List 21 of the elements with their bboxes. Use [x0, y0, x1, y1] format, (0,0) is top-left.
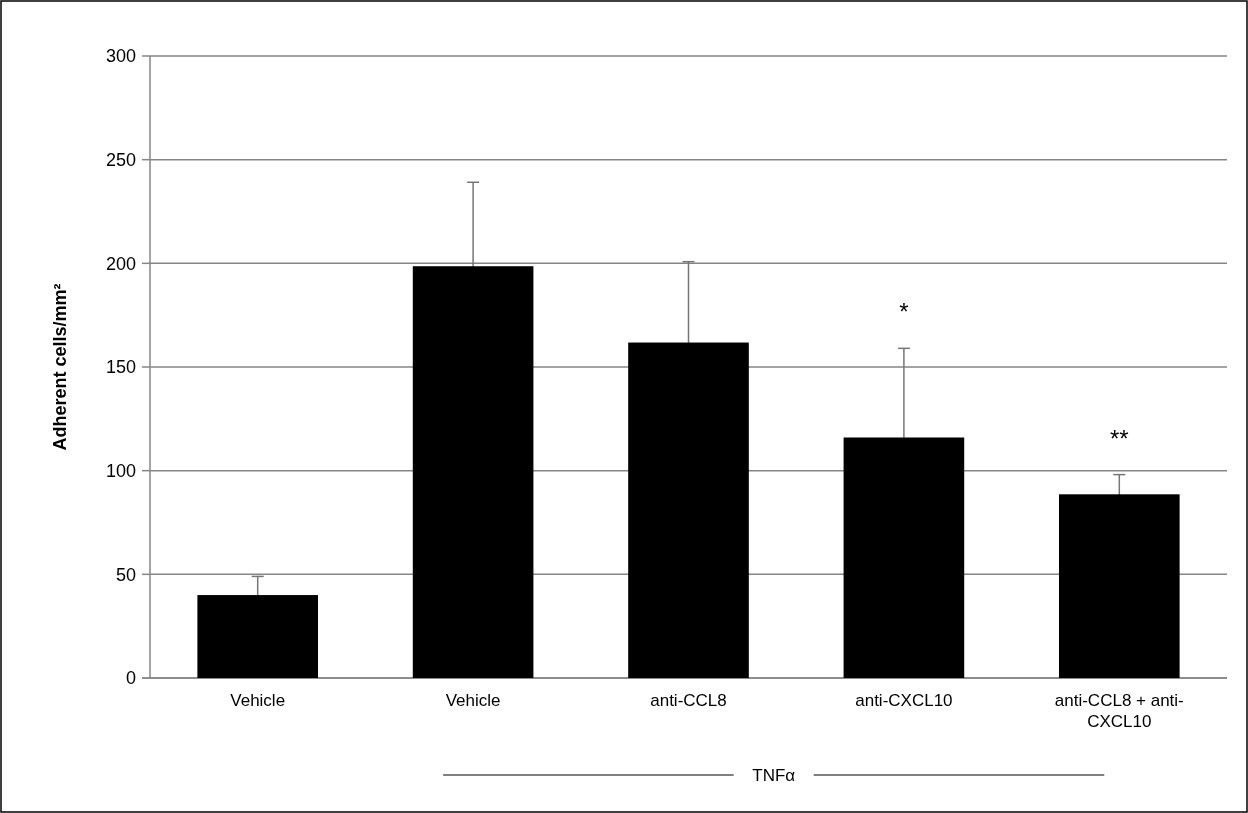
text: TNFα	[752, 765, 796, 785]
bar	[197, 595, 319, 678]
annotation: **	[1109, 424, 1129, 452]
y-tick-label: 250	[105, 149, 136, 170]
bar	[412, 266, 534, 678]
x-tick-label: anti-CCL8	[650, 691, 727, 710]
y-tick-label: 100	[105, 460, 136, 481]
y-tick-label: 150	[105, 357, 136, 378]
y-tick-label: 0	[125, 668, 136, 689]
y-axis-title: Adherent cells/mm²	[50, 283, 70, 451]
bar	[843, 437, 965, 678]
annotation: *	[899, 298, 909, 326]
x-tick-label: anti-CXCL10	[855, 691, 953, 710]
bar	[1058, 494, 1180, 678]
bar	[628, 342, 749, 678]
y-tick-label: 200	[105, 253, 136, 274]
y-tick-label: 300	[105, 46, 136, 67]
x-tick-label: Vehicle	[445, 691, 501, 710]
y-tick-label: 50	[115, 564, 136, 585]
x-tick-label: Vehicle	[230, 691, 286, 710]
x-tick-label: anti-CCL8 + anti-CXCL10	[1054, 691, 1184, 731]
